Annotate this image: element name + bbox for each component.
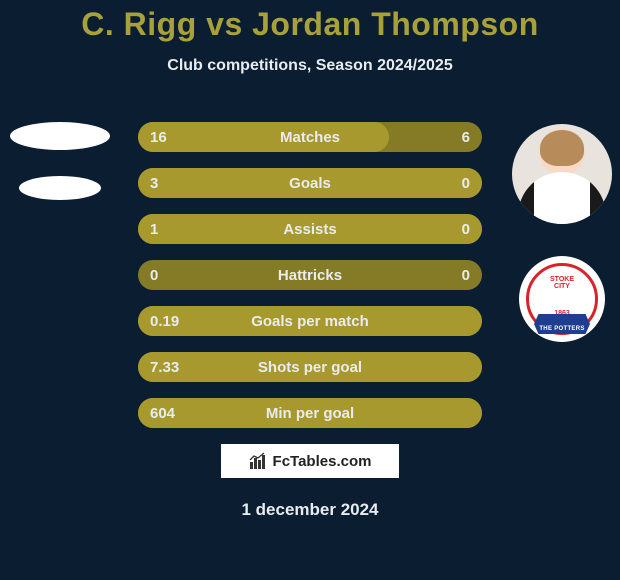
stats-list: 16Matches63Goals01Assists00Hattricks00.1… [138, 122, 482, 444]
stat-label: Shots per goal [138, 359, 482, 376]
stat-label: Goals [138, 175, 482, 192]
club-banner: THE POTTERS [529, 326, 595, 332]
stat-row: 1Assists0 [138, 214, 482, 244]
club-badge: STOKECITY 1863 THE POTTERS [519, 256, 605, 342]
stat-label: Assists [138, 221, 482, 238]
club-badge-icon: STOKECITY 1863 THE POTTERS [526, 263, 598, 335]
player-right-avatar [512, 124, 612, 224]
player-left-avatar [10, 122, 110, 200]
stat-row: 0Hattricks0 [138, 260, 482, 290]
subtitle: Club competitions, Season 2024/2025 [0, 57, 620, 75]
stat-label: Matches [138, 129, 482, 146]
stat-row: 3Goals0 [138, 168, 482, 198]
stat-row: 7.33Shots per goal [138, 352, 482, 382]
avatar-placeholder-icon [19, 176, 101, 200]
stat-label: Hattricks [138, 267, 482, 284]
stat-label: Min per goal [138, 405, 482, 422]
stat-right-value: 0 [462, 221, 470, 238]
stat-label: Goals per match [138, 313, 482, 330]
stat-right-value: 0 [462, 267, 470, 284]
date: 1 december 2024 [0, 500, 620, 520]
branding-text: FcTables.com [273, 453, 372, 470]
stat-right-value: 6 [462, 129, 470, 146]
player-photo-icon [512, 124, 612, 224]
stat-row: 0.19Goals per match [138, 306, 482, 336]
branding: FcTables.com [221, 444, 399, 478]
stat-row: 16Matches6 [138, 122, 482, 152]
stat-row: 604Min per goal [138, 398, 482, 428]
page-title: C. Rigg vs Jordan Thompson [0, 0, 620, 43]
brand-icon [249, 452, 267, 470]
avatar-placeholder-icon [10, 122, 110, 150]
club-year: 1863 [529, 310, 595, 317]
comparison-card: C. Rigg vs Jordan Thompson Club competit… [0, 0, 620, 580]
stat-right-value: 0 [462, 175, 470, 192]
club-name-top: STOKECITY [529, 276, 595, 290]
